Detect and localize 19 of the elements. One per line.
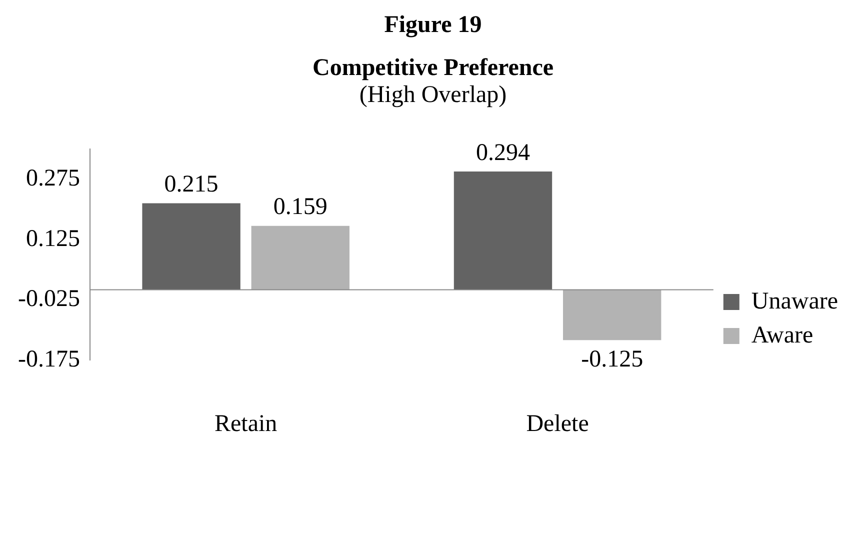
x-tick-label: Delete xyxy=(526,410,589,437)
legend-label: Aware xyxy=(751,322,814,348)
data-label: -0.125 xyxy=(581,346,644,372)
y-tick-label: -0.025 xyxy=(18,286,80,312)
data-label: 0.294 xyxy=(476,140,530,166)
bar xyxy=(454,172,552,290)
chart-title: Competitive Preference xyxy=(312,55,554,82)
y-tick-label: -0.175 xyxy=(18,346,80,372)
y-tick-label: 0.125 xyxy=(26,226,80,252)
bar xyxy=(251,226,350,290)
data-label: 0.215 xyxy=(164,172,218,198)
data-label: 0.159 xyxy=(273,194,328,220)
x-tick-label: Retain xyxy=(214,410,278,437)
caption: Figure 19 xyxy=(383,12,483,39)
bar xyxy=(562,290,662,340)
bar xyxy=(142,203,240,290)
y-tick-label: 0.275 xyxy=(26,165,80,192)
legend-label: Unaware xyxy=(751,288,838,314)
chart-subtitle: (High Overlap) xyxy=(358,82,508,109)
